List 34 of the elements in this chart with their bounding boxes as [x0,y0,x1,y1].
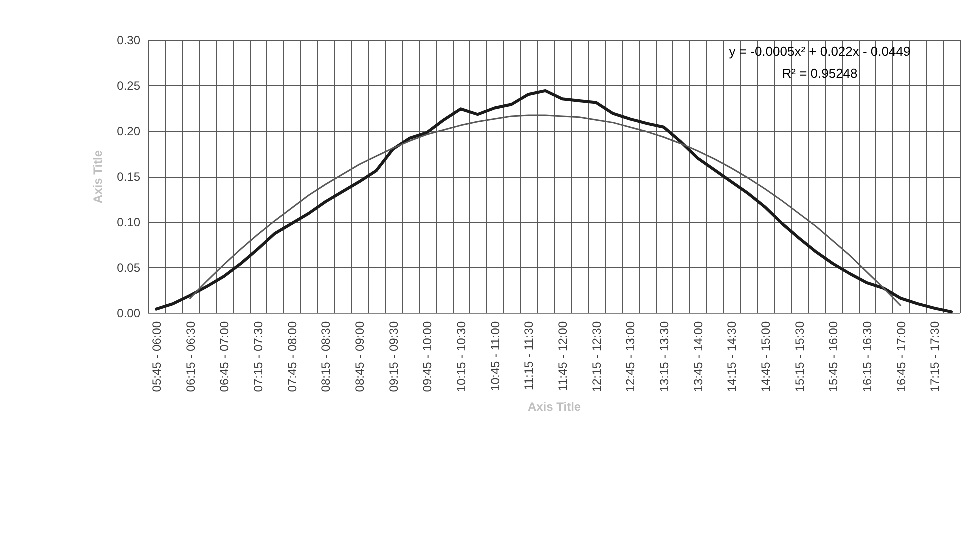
x-tick-label: 14:45 - 15:00 [758,321,773,392]
y-tick-label: 0.00 [117,306,141,320]
y-axis-title: Axis Title [91,150,106,204]
x-tick-label: 10:15 - 10:30 [454,321,468,392]
x-tick-label: 07:45 - 08:00 [285,321,300,392]
x-tick-label: 10:45 - 11:00 [488,321,502,392]
x-tick-label: 15:45 - 16:00 [826,321,841,392]
x-tick-label: 11:45 - 12:00 [556,321,570,392]
y-tick-label: 0.30 [117,34,141,48]
x-tick-label: 05:45 - 06:00 [150,321,164,392]
x-tick-label: 12:15 - 12:30 [590,321,604,392]
x-axis-title: Axis Title [528,400,582,414]
x-tick-label: 16:45 - 17:00 [894,321,908,392]
x-tick-label: 06:45 - 07:00 [218,321,232,392]
y-tick-label: 0.20 [117,124,141,138]
x-tick-label: 16:15 - 16:30 [860,321,874,392]
x-tick-label: 13:45 - 14:00 [691,321,706,392]
y-tick-label: 0.15 [117,170,141,184]
x-tick-label: 09:45 - 10:00 [420,321,435,392]
x-tick-label: 15:15 - 15:30 [792,321,807,392]
x-tick-label: 17:15 - 17:30 [928,321,942,392]
x-tick-label: 12:45 - 13:00 [624,321,638,392]
x-tick-label: 07:15 - 07:30 [251,321,266,392]
x-tick-label: 08:45 - 09:00 [352,321,367,392]
x-tick-label: 11:15 - 11:30 [522,321,536,390]
x-tick-label: 08:15 - 08:30 [319,321,334,392]
x-tick-label: 13:15 - 13:30 [657,321,672,392]
x-tick-label: 14:15 - 14:30 [725,321,740,392]
y-tick-label: 0.25 [117,79,141,93]
x-tick-label: 09:15 - 09:30 [386,321,401,392]
y-tick-label: 0.05 [117,261,141,275]
y-tick-label: 0.10 [117,216,141,230]
x-tick-label: 06:15 - 06:30 [184,321,198,392]
line-series [154,89,954,314]
